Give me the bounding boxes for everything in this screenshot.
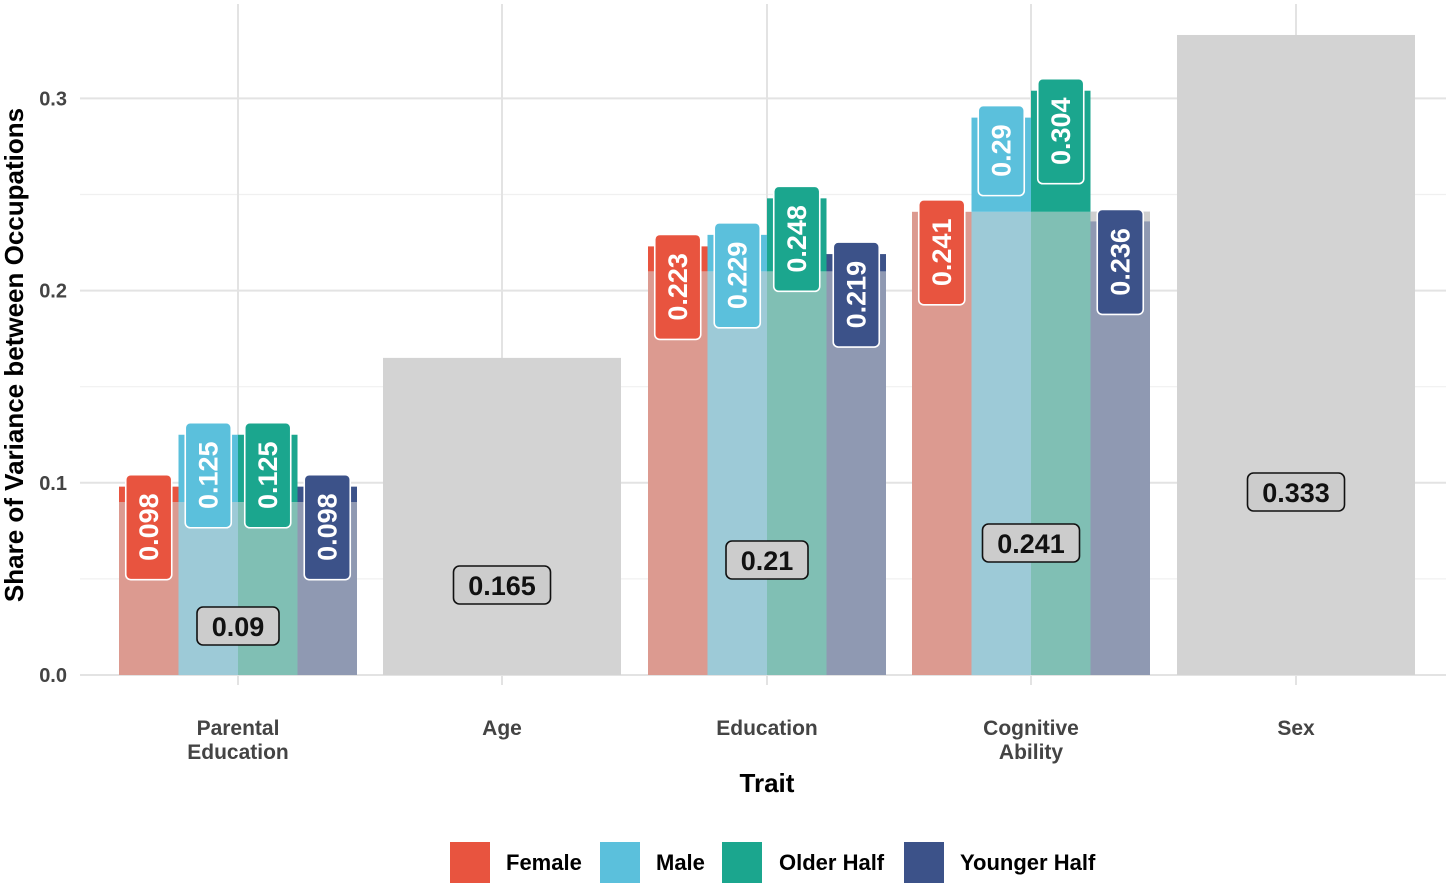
svg-text:0.125: 0.125 [253,441,283,509]
svg-text:0.236: 0.236 [1105,228,1135,296]
x-tick-label-education: Education [716,717,818,740]
bar-label-male-education: 0.229 [713,222,762,329]
svg-text:0.219: 0.219 [841,261,871,329]
legend-label-male: Male [656,850,705,875]
bar-label-female-parental-education: 0.098 [124,473,173,581]
bar-body-male-education [707,271,767,675]
legend-label-female: Female [506,850,582,875]
legend: Female Male Older Half Younger Half [450,842,1096,883]
svg-text:0.125: 0.125 [193,441,223,509]
bar-label-younger-half-parental-education: 0.098 [303,473,352,581]
bar-label-male-cognitive-ability: 0.29 [977,104,1026,197]
x-tick-label-age: Age [482,717,522,740]
legend-swatch-female [450,842,490,883]
legend-label-younger-half: Younger Half [960,850,1096,875]
x-tick-label-cognitive-ability: Cognitive Ability [983,717,1079,764]
bar-label-younger-half-education: 0.219 [832,241,881,348]
svg-text:0.248: 0.248 [782,205,812,273]
aggregate-bar-sex [1177,34,1415,675]
x-tick-label-parental-education: Parental Education [187,717,289,764]
svg-text:0.098: 0.098 [312,493,342,561]
svg-text:0.241: 0.241 [997,529,1065,559]
legend-item-younger-half: Younger Half [904,842,1096,883]
svg-text:0.21: 0.21 [741,546,794,576]
aggregate-label-cognitive-ability: 0.241 [981,523,1081,563]
x-axis-title: Trait [740,768,795,798]
svg-text:0.165: 0.165 [468,571,536,601]
bar-body-older-half-education [767,271,827,675]
aggregate-bar-age [383,357,621,675]
svg-text:0.29: 0.29 [986,124,1016,177]
bar-label-female-cognitive-ability: 0.241 [917,198,966,306]
y-tick-label: 0.3 [39,88,67,110]
svg-text:0.229: 0.229 [722,242,752,310]
aggregate-label-age: 0.165 [452,565,552,605]
bar-label-female-education: 0.223 [653,233,702,341]
bar-body-older-half-cognitive-ability [1031,211,1091,675]
bar-label-older-half-education: 0.248 [772,185,821,293]
svg-text:0.223: 0.223 [663,253,693,321]
bar-body-male-cognitive-ability [971,211,1031,675]
bar-label-older-half-cognitive-ability: 0.304 [1036,77,1085,185]
svg-text:0.098: 0.098 [134,493,164,561]
legend-item-female: Female [450,842,582,883]
svg-text:0.09: 0.09 [212,612,265,642]
aggregate-label-parental-education: 0.09 [196,606,280,646]
legend-item-older-half: Older Half [722,842,885,883]
bar-body-male-parental-education [178,502,238,675]
y-tick-label: 0.2 [39,281,67,303]
bar-body-older-half-parental-education [238,502,298,675]
legend-swatch-older-half [722,842,762,883]
y-tick-label: 0.1 [39,473,67,495]
legend-label-older-half: Older Half [779,850,885,875]
bar-label-older-half-parental-education: 0.125 [243,421,292,529]
labels: 0.098 0.125 0.125 0.098 0.223 0.229 0.248 0.219… [124,77,1346,646]
x-tick-label-sex: Sex [1277,717,1315,740]
y-tick-label: 0.0 [39,665,67,687]
svg-text:0.304: 0.304 [1046,97,1076,165]
bar-label-younger-half-cognitive-ability: 0.236 [1096,208,1145,316]
bar-label-male-parental-education: 0.125 [184,421,233,529]
svg-text:0.241: 0.241 [927,219,957,287]
legend-swatch-younger-half [904,842,944,883]
y-axis-title: Share of Variance between Occupations [0,108,29,602]
aggregate-label-sex: 0.333 [1246,472,1346,512]
legend-swatch-male [600,842,640,883]
legend-item-male: Male [600,842,705,883]
axes: 0.0 0.1 0.2 0.3 Parental Education Age Educatio… [39,88,1315,764]
svg-text:0.333: 0.333 [1262,478,1330,508]
aggregate-label-education: 0.21 [725,540,809,580]
